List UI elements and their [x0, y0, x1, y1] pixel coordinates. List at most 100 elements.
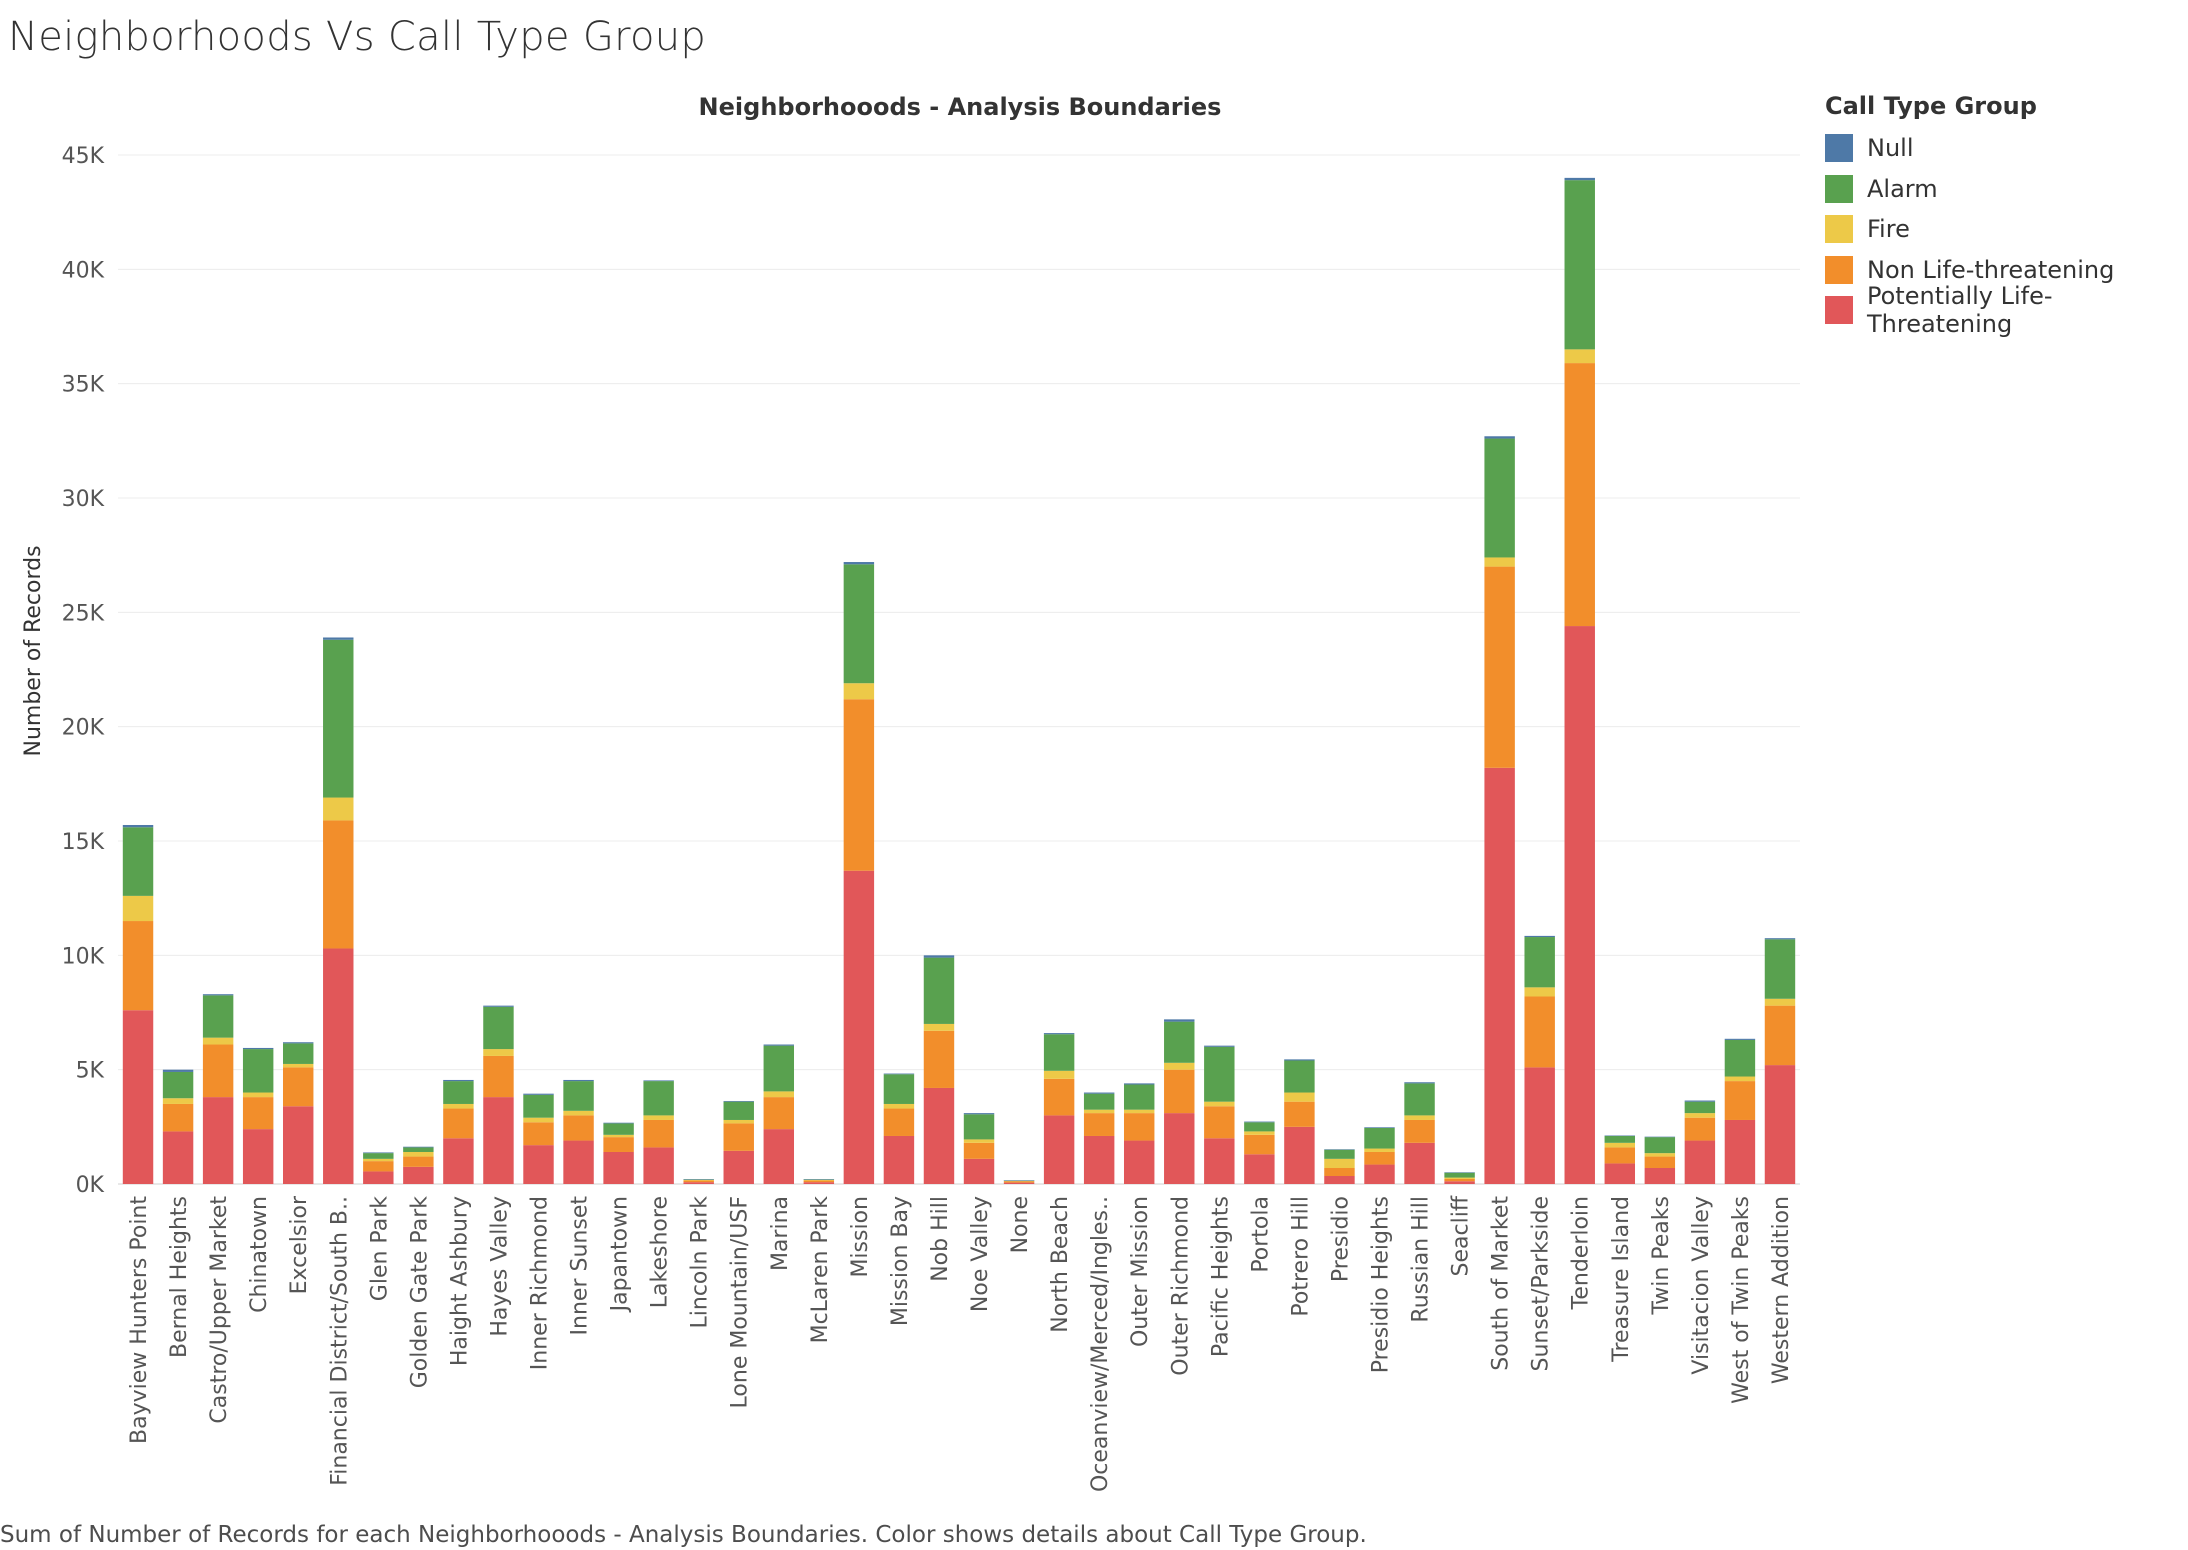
- bar-segment[interactable]: [1684, 1101, 1716, 1114]
- bar-segment[interactable]: [1724, 1119, 1756, 1184]
- bar-segment[interactable]: [1484, 557, 1515, 567]
- bar-segment[interactable]: [1324, 1149, 1355, 1159]
- bar-segment[interactable]: [1364, 1127, 1395, 1149]
- bar-segment[interactable]: [323, 948, 354, 1184]
- bar-segment[interactable]: [363, 1161, 394, 1172]
- bar-segment[interactable]: [1724, 1039, 1756, 1077]
- bar-segment[interactable]: [523, 1122, 554, 1146]
- bar-segment[interactable]: [242, 1129, 274, 1184]
- bar-segment[interactable]: [202, 994, 234, 996]
- bar-segment[interactable]: [603, 1134, 634, 1138]
- bar-segment[interactable]: [363, 1152, 394, 1154]
- bar-segment[interactable]: [1043, 1033, 1075, 1035]
- bar-segment[interactable]: [1484, 438, 1515, 558]
- bar-segment[interactable]: [1484, 566, 1515, 768]
- bar-segment[interactable]: [1083, 1093, 1115, 1110]
- bar-segment[interactable]: [1604, 1142, 1636, 1148]
- bar-segment[interactable]: [483, 1097, 514, 1184]
- bar-segment[interactable]: [1444, 1172, 1475, 1178]
- bar-segment[interactable]: [643, 1080, 674, 1082]
- bar-segment[interactable]: [202, 995, 234, 1038]
- bar-segment[interactable]: [1164, 1062, 1195, 1070]
- bar-segment[interactable]: [1404, 1082, 1435, 1084]
- bar-segment[interactable]: [1003, 1182, 1035, 1184]
- bar-segment[interactable]: [363, 1171, 394, 1184]
- bar-segment[interactable]: [1123, 1140, 1155, 1184]
- bar-segment[interactable]: [723, 1150, 754, 1184]
- bar-segment[interactable]: [1164, 1019, 1195, 1022]
- bar-segment[interactable]: [1564, 180, 1595, 350]
- bar-segment[interactable]: [1604, 1135, 1636, 1137]
- bar-segment[interactable]: [363, 1153, 394, 1159]
- bar-segment[interactable]: [122, 1010, 154, 1184]
- bar-segment[interactable]: [1724, 1081, 1756, 1120]
- bar-segment[interactable]: [1764, 998, 1796, 1006]
- bar-segment[interactable]: [1043, 1115, 1075, 1184]
- bar-segment[interactable]: [323, 637, 354, 640]
- bar-segment[interactable]: [122, 921, 154, 1011]
- bar-segment[interactable]: [883, 1103, 915, 1109]
- bar-segment[interactable]: [443, 1138, 474, 1184]
- bar-segment[interactable]: [1244, 1134, 1275, 1155]
- bar-segment[interactable]: [282, 1043, 314, 1064]
- bar-segment[interactable]: [1764, 939, 1796, 999]
- bar-segment[interactable]: [122, 824, 154, 828]
- bar-segment[interactable]: [1083, 1092, 1115, 1094]
- bar-segment[interactable]: [843, 564, 875, 684]
- bar-segment[interactable]: [403, 1147, 434, 1152]
- bar-segment[interactable]: [403, 1151, 434, 1157]
- bar-segment[interactable]: [483, 1049, 514, 1056]
- bar-segment[interactable]: [1604, 1135, 1636, 1143]
- bar-segment[interactable]: [122, 895, 154, 922]
- bar-segment[interactable]: [563, 1140, 594, 1184]
- bar-segment[interactable]: [323, 639, 354, 798]
- bar-segment[interactable]: [563, 1115, 594, 1141]
- bar-segment[interactable]: [1244, 1122, 1275, 1132]
- bar-segment[interactable]: [1204, 1101, 1235, 1107]
- bar-segment[interactable]: [1324, 1158, 1355, 1168]
- bar-segment[interactable]: [1764, 1005, 1796, 1066]
- bar-segment[interactable]: [1244, 1154, 1275, 1184]
- bar-segment[interactable]: [1284, 1092, 1315, 1102]
- bar-segment[interactable]: [523, 1117, 554, 1123]
- bar-segment[interactable]: [1284, 1060, 1315, 1093]
- bar-segment[interactable]: [282, 1106, 314, 1184]
- bar-segment[interactable]: [963, 1114, 995, 1140]
- legend-item[interactable]: Null: [1825, 128, 2188, 169]
- bar-segment[interactable]: [1404, 1115, 1435, 1120]
- bar-segment[interactable]: [883, 1135, 915, 1184]
- bar-segment[interactable]: [483, 1055, 514, 1098]
- bar-segment[interactable]: [1003, 1180, 1035, 1181]
- bar-segment[interactable]: [1043, 1078, 1075, 1116]
- bar-segment[interactable]: [723, 1123, 754, 1151]
- bar-segment[interactable]: [683, 1180, 714, 1183]
- bar-segment[interactable]: [1644, 1153, 1676, 1157]
- bar-segment[interactable]: [202, 1044, 234, 1098]
- bar-segment[interactable]: [1404, 1142, 1435, 1184]
- bar-segment[interactable]: [363, 1158, 394, 1162]
- legend-item[interactable]: Alarm: [1825, 169, 2188, 210]
- bar-segment[interactable]: [483, 1006, 514, 1050]
- bar-segment[interactable]: [1524, 937, 1555, 988]
- bar-segment[interactable]: [643, 1081, 674, 1116]
- bar-segment[interactable]: [443, 1081, 474, 1104]
- bar-segment[interactable]: [1043, 1070, 1075, 1079]
- bar-segment[interactable]: [803, 1179, 835, 1180]
- bar-segment[interactable]: [523, 1145, 554, 1184]
- bar-segment[interactable]: [282, 1063, 314, 1068]
- bar-segment[interactable]: [843, 699, 875, 871]
- legend-item[interactable]: Potentially Life-Threatening: [1825, 282, 2188, 338]
- bar-segment[interactable]: [603, 1123, 634, 1135]
- bar-segment[interactable]: [643, 1119, 674, 1148]
- bar-segment[interactable]: [923, 1030, 955, 1088]
- bar-segment[interactable]: [1484, 767, 1515, 1184]
- legend-item[interactable]: Fire: [1825, 209, 2188, 250]
- bar-segment[interactable]: [1083, 1113, 1115, 1136]
- bar-segment[interactable]: [603, 1137, 634, 1152]
- bar-segment[interactable]: [523, 1094, 554, 1118]
- bar-segment[interactable]: [1684, 1117, 1716, 1141]
- bar-segment[interactable]: [1244, 1121, 1275, 1123]
- bar-segment[interactable]: [1564, 626, 1595, 1184]
- bar-segment[interactable]: [242, 1092, 274, 1098]
- bar-segment[interactable]: [923, 955, 955, 958]
